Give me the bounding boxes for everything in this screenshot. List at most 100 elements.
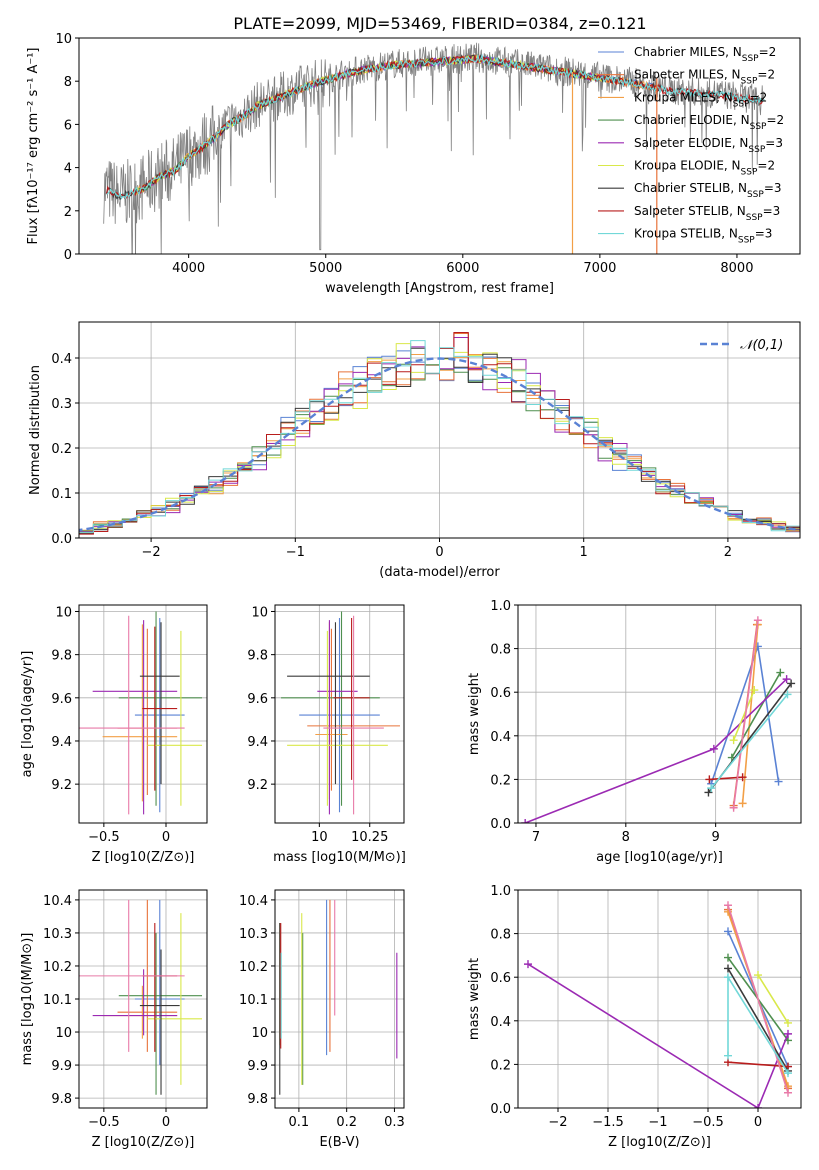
y-tick-label: 10 [55, 605, 72, 620]
y-tick-label: 9.6 [51, 692, 72, 707]
x-tick-label: 7000 [583, 261, 616, 276]
axes-frame [517, 604, 802, 824]
y-tick-label: 0.0 [490, 1102, 511, 1117]
x-tick-label: −1 [286, 545, 305, 560]
y-tick-label: 0.8 [490, 928, 511, 943]
legend-label: Kroupa STELIB, NSSP=3 [634, 227, 772, 246]
weight-line [710, 693, 789, 789]
x-axis-label: Z [log10(Z/Z⊙)] [92, 1135, 195, 1150]
y-tick-label: 9.8 [51, 1092, 72, 1107]
legend: 𝒩(0,1) [700, 338, 783, 353]
weight-marker [521, 819, 530, 823]
x-tick-label: −0.5 [88, 830, 120, 845]
plot-area [79, 611, 203, 815]
y-axis-label: mass weight [467, 673, 482, 755]
y-tick-label: 10.2 [239, 960, 268, 975]
y-tick-label: 8 [64, 75, 72, 90]
x-tick-label: 0.1 [289, 1115, 310, 1130]
weight-marker [704, 788, 713, 797]
plot-area [524, 901, 792, 1108]
x-tick-label: 1 [580, 545, 588, 560]
x-tick-label: −0.5 [692, 1115, 724, 1130]
x-axis-label: E(B-V) [319, 1135, 359, 1150]
x-tick-label: −2 [548, 1115, 567, 1130]
weight-marker [729, 803, 738, 812]
x-axis-label: (data-model)/error [379, 565, 500, 580]
y-tick-label: 9.8 [51, 649, 72, 664]
y-tick-label: 9.2 [51, 778, 72, 793]
weight-marker [784, 1029, 792, 1038]
weight-marker [754, 971, 762, 980]
x-tick-label: −0.5 [88, 1115, 120, 1130]
x-axis-label: Z [log10(Z/Z⊙)] [92, 850, 195, 865]
y-tick-label: 1.0 [490, 884, 511, 899]
legend-label: Kroupa MILES, NSSP=2 [634, 90, 767, 109]
plot-area [103, 42, 765, 254]
x-tick-label: 9 [712, 830, 720, 845]
plot-area [79, 899, 203, 1095]
weight-line [732, 689, 756, 741]
y-tick-label: 10.1 [239, 993, 268, 1008]
y-tick-label: 0.4 [490, 1015, 511, 1030]
x-tick-label: 10.25 [351, 830, 388, 845]
figure-title: PLATE=2099, MJD=53469, FIBERID=0384, z=0… [233, 14, 646, 33]
y-tick-label: 0.2 [490, 773, 511, 788]
x-tick-label: 0 [435, 545, 443, 560]
y-tick-label: 9.2 [247, 778, 268, 793]
y-tick-label: 0.6 [490, 686, 511, 701]
weight-marker [724, 953, 732, 962]
weight-marker [787, 679, 796, 688]
y-tick-label: 6 [64, 118, 72, 133]
y-tick-label: 0.0 [490, 817, 511, 832]
weight-marker [724, 927, 732, 936]
panel-age-vs-mass: 10 10.25 9.2 9.4 9.6 9.8 10 mass [log10(M/M⊙)] [247, 604, 406, 865]
y-tick-label: 0.2 [490, 1058, 511, 1073]
legend-label: 𝒩(0,1) [740, 338, 783, 353]
weight-marker [724, 1051, 732, 1060]
x-tick-label: 0 [754, 1115, 762, 1130]
x-tick-label: 0 [162, 1115, 170, 1130]
y-tick-label: 4 [64, 162, 72, 177]
y-tick-label: 10 [55, 1026, 72, 1041]
y-tick-label: 0.2 [51, 442, 72, 457]
y-axis-label: mass weight [467, 958, 482, 1040]
weight-marker [784, 1069, 792, 1078]
weight-marker [750, 686, 759, 695]
y-tick-label: 1.0 [490, 599, 511, 614]
weight-marker [709, 744, 718, 753]
panel-massweight-vs-age: 7 8 9 0.0 0.2 0.4 0.6 0.8 1.0 age [log10(age/yr)]… [467, 599, 802, 865]
x-tick-label: 4000 [172, 261, 205, 276]
y-tick-label: 10.3 [239, 927, 268, 942]
y-tick-label: 0.4 [51, 352, 72, 367]
model-spectrum-edge [656, 78, 658, 254]
x-axis-label: age [log10(age/yr)] [596, 850, 723, 865]
x-tick-label: 0.3 [384, 1115, 405, 1130]
weight-line [732, 620, 759, 808]
y-tick-label: 9.9 [51, 1059, 72, 1074]
weight-line [727, 1061, 789, 1068]
x-tick-label: 5000 [309, 261, 342, 276]
x-tick-label: −1.5 [592, 1115, 624, 1130]
x-axis-label: wavelength [Angstrom, rest frame] [325, 281, 554, 296]
x-tick-label: 8000 [720, 261, 753, 276]
plot-area [521, 616, 796, 823]
plot-area [281, 611, 400, 815]
y-tick-label: 0.6 [490, 971, 511, 986]
y-tick-label: 0.1 [51, 487, 72, 502]
axes-frame [274, 604, 405, 824]
y-tick-label: 9.8 [247, 649, 268, 664]
panel-mass-vs-ebv: 0.1 0.2 0.3 9.8 9.9 10 10.1 10.2 10.3 10.4 E(B-V) [239, 889, 405, 1150]
y-tick-label: 0.4 [490, 730, 511, 745]
weight-marker [724, 901, 732, 910]
panel-residuals: −2 −1 0 1 2 0.0 0.1 0.2 0.3 0.4 (data-model)/error… [28, 321, 801, 580]
weight-line [731, 672, 781, 758]
legend-label: Salpeter STELIB, NSSP=3 [634, 204, 780, 223]
y-tick-label: 9.9 [247, 1059, 268, 1074]
weight-marker [782, 675, 791, 684]
weight-marker [784, 1018, 792, 1027]
y-tick-label: 0 [64, 248, 72, 263]
weight-marker [729, 736, 738, 745]
y-axis-label: mass [log10(M/M⊙)] [20, 933, 35, 1066]
